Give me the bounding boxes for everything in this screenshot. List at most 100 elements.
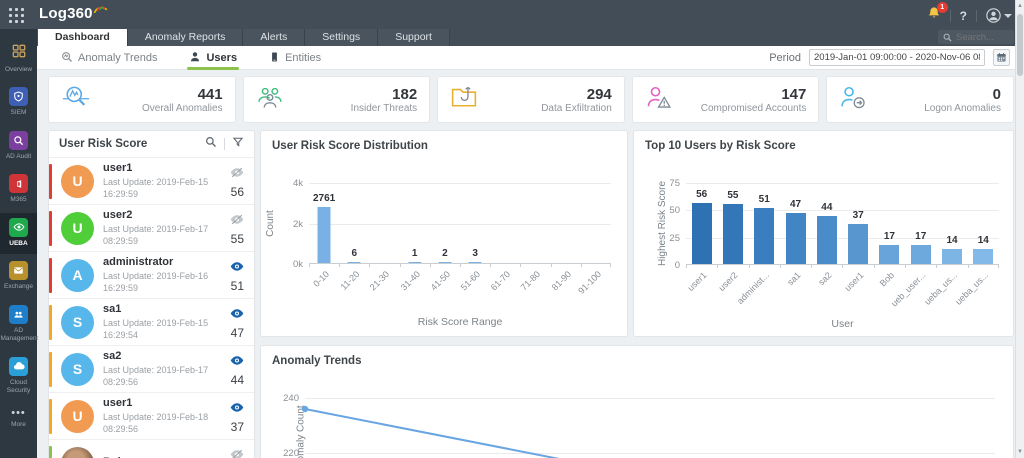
- sidebar-item-label: AD Audit: [5, 152, 32, 160]
- app-launcher-icon[interactable]: [9, 8, 25, 24]
- watchlist-eye-off-icon[interactable]: [230, 165, 244, 182]
- divider: [224, 138, 225, 150]
- bar[interactable]: [879, 245, 900, 264]
- sidebar-item-label: UEBA: [9, 239, 28, 247]
- y-tick-label: 75: [669, 178, 680, 189]
- bar[interactable]: [408, 262, 422, 263]
- sidebar-item-exchange[interactable]: Exchange: [0, 256, 37, 297]
- sidebar-item-m365[interactable]: M365: [0, 169, 37, 210]
- list-search-icon[interactable]: [205, 135, 217, 153]
- calendar-icon[interactable]: [993, 49, 1010, 66]
- x-tick-mark: [550, 263, 552, 267]
- sidebar-item-ad-management[interactable]: AD Management: [0, 300, 38, 350]
- sidebar-item-cloud-security[interactable]: Cloud Security: [0, 352, 37, 402]
- scroll-up-arrow[interactable]: ▲: [1017, 3, 1023, 9]
- global-search[interactable]: [938, 30, 1014, 44]
- stat-card-logon-anomalies[interactable]: 0 Logon Anomalies: [826, 76, 1014, 123]
- sidebar-item-overview[interactable]: Overview: [0, 39, 37, 80]
- period-control: Period: [769, 49, 1010, 66]
- tab-anomaly-reports[interactable]: Anomaly Reports: [127, 29, 244, 46]
- user-name: sa1: [103, 302, 122, 315]
- subtab-anomaly-trends[interactable]: Anomaly Trends: [59, 46, 159, 70]
- bar-slot: 51: [748, 183, 780, 268]
- x-category-label: 41-50: [428, 269, 452, 293]
- help-button[interactable]: ?: [959, 8, 967, 23]
- notifications-bell-icon[interactable]: 1: [927, 2, 948, 25]
- tab-dashboard[interactable]: Dashboard: [38, 29, 128, 46]
- bar[interactable]: [722, 204, 743, 264]
- bar[interactable]: [468, 262, 482, 263]
- y-tick-label: 0: [674, 260, 680, 271]
- period-range-input[interactable]: [809, 49, 985, 66]
- bar[interactable]: [973, 249, 994, 264]
- watchlist-eye-icon[interactable]: [230, 400, 244, 417]
- user-last-update: Last Update: 2019-Feb-15: [103, 176, 209, 187]
- bar-slot: 2: [429, 183, 460, 267]
- watchlist-eye-off-icon[interactable]: [230, 447, 244, 458]
- user-last-update-time: 16:29:54: [103, 329, 139, 340]
- chart-title: User Risk Score Distribution: [272, 140, 428, 152]
- bar-slot: 44: [811, 183, 842, 268]
- bar[interactable]: [754, 208, 775, 264]
- bar[interactable]: [848, 224, 869, 264]
- sidebar-item-siem[interactable]: SIEM: [0, 82, 37, 123]
- watchlist-eye-icon[interactable]: [230, 259, 244, 276]
- watchlist-eye-off-icon[interactable]: [230, 212, 244, 229]
- watchlist-eye-icon[interactable]: [230, 306, 244, 323]
- user-menu-button[interactable]: [986, 8, 1012, 23]
- subtab-entities[interactable]: Entities: [267, 46, 323, 70]
- user-row-right: [230, 447, 244, 458]
- anomaly-trends-panel: Anomaly Trends Anomaly Count 240 220: [260, 345, 1014, 458]
- stat-card-compromised-accounts[interactable]: 147 Compromised Accounts: [631, 76, 820, 123]
- top10-users-panel: Top 10 Users by Risk Score Highest Risk S…: [633, 130, 1014, 337]
- stat-card-data-exfiltration[interactable]: 294 Data Exfiltration: [437, 76, 625, 123]
- bar[interactable]: [816, 216, 837, 264]
- bar[interactable]: [347, 262, 361, 263]
- stat-card-overall-anomalies[interactable]: 441 Overall Anomalies: [48, 76, 236, 123]
- x-category-label: ueba_us...: [922, 270, 960, 307]
- x-category-label: 51-60: [458, 269, 483, 293]
- bar-value-label: 3: [472, 248, 478, 259]
- tab-support[interactable]: Support: [378, 29, 450, 46]
- bar[interactable]: [910, 245, 931, 264]
- logo-swoosh-icon: [92, 2, 108, 20]
- chart-plot: 56 55 51 47 44 37 17 17 14 14: [686, 183, 999, 268]
- risk-score-value: 44: [230, 373, 244, 387]
- bar[interactable]: [942, 249, 963, 264]
- tab-settings[interactable]: Settings: [305, 29, 379, 46]
- sidebar-item-ueba[interactable]: UEBA: [0, 212, 37, 255]
- stat-card-insider-threats[interactable]: 182 Insider Threats: [242, 76, 431, 123]
- sidebar-item-ad-audit[interactable]: AD Audit: [0, 126, 37, 167]
- x-category-label: 11-20: [338, 269, 362, 292]
- severity-bar: [49, 399, 52, 434]
- bar[interactable]: [691, 203, 712, 264]
- bar-value-label: 44: [821, 202, 833, 213]
- scrollbar-thumb[interactable]: [1017, 14, 1023, 76]
- stat-card-text: 441 Overall Anomalies: [142, 86, 223, 114]
- bar-value-label: 2761: [312, 193, 336, 204]
- scroll-down-arrow[interactable]: ▼: [1017, 449, 1023, 455]
- dashboard-subtabs: Anomaly Trends Users Entities: [59, 46, 323, 70]
- line-data-point[interactable]: [301, 405, 309, 413]
- subtab-users[interactable]: Users: [187, 46, 239, 70]
- bar[interactable]: [785, 213, 806, 264]
- bar[interactable]: [438, 262, 452, 263]
- severity-bar: [49, 211, 52, 246]
- bar-value-label: 56: [696, 189, 708, 200]
- sidebar-item-more[interactable]: ••• More: [0, 403, 37, 435]
- watchlist-eye-icon[interactable]: [230, 353, 244, 370]
- tab-alerts[interactable]: Alerts: [243, 29, 306, 46]
- bar[interactable]: [317, 207, 331, 263]
- divider: [949, 9, 951, 22]
- subtab-label: Entities: [285, 52, 322, 64]
- filter-funnel-icon[interactable]: [232, 135, 244, 153]
- search-input[interactable]: [956, 31, 1008, 43]
- user-risk-row[interactable]: Bob: [49, 439, 254, 458]
- page-scrollbar[interactable]: ▲ ▼: [1015, 0, 1024, 458]
